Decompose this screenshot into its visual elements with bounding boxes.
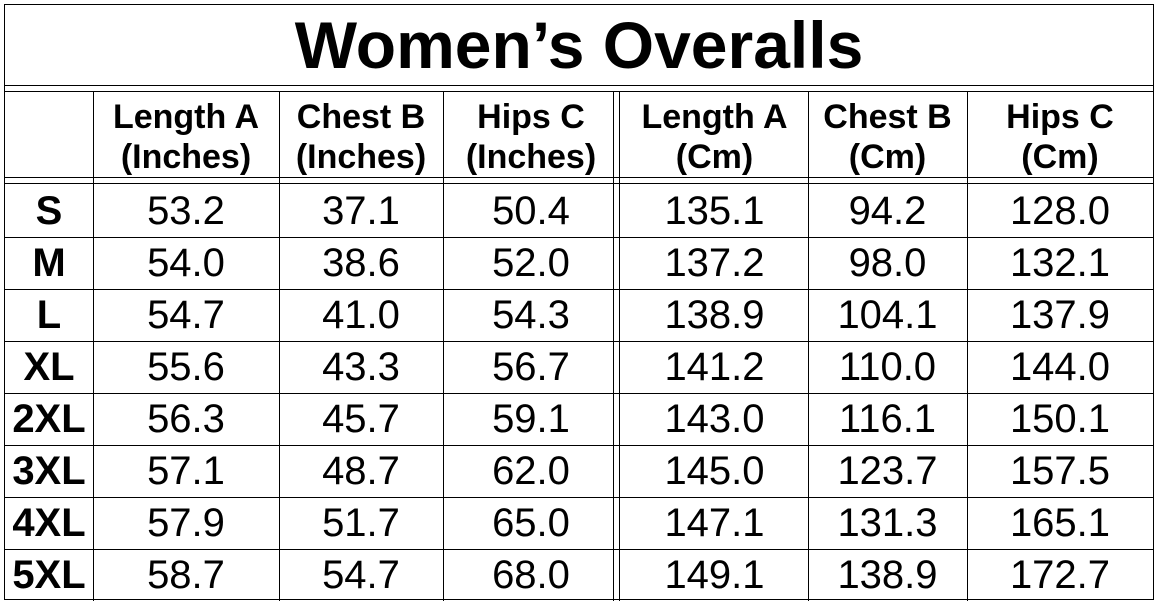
measurement-value: 147.1 <box>664 500 765 545</box>
row-divider <box>5 341 1153 342</box>
title-divider <box>5 85 1153 86</box>
size-label: 2XL <box>12 396 86 441</box>
measurement-value: 137.9 <box>1009 292 1111 337</box>
measurement-value: 141.2 <box>664 344 765 389</box>
header-label: Length A <box>641 98 788 136</box>
measurement-value: 116.1 <box>838 396 937 441</box>
measurement-value: 41.0 <box>322 292 400 337</box>
row-divider <box>5 445 1153 446</box>
header-divider <box>5 177 1153 178</box>
measurement-value: 128.0 <box>1009 188 1111 233</box>
measurement-value: 137.2 <box>664 240 765 285</box>
size-label: L <box>36 292 62 337</box>
header-hips-cm: Hips C (Cm) <box>967 97 1153 177</box>
header-length-in: Length A (Inches) <box>93 97 279 177</box>
header-label: Hips C <box>477 98 585 136</box>
size-label: M <box>32 240 66 285</box>
header-label: Chest B <box>823 98 952 136</box>
measurement-value: 50.4 <box>492 188 570 233</box>
measurement-value: 62.0 <box>492 448 570 493</box>
measurement-value: 54.7 <box>147 292 225 337</box>
header-label: Hips C <box>1006 98 1114 136</box>
measurement-value: 157.5 <box>1009 448 1111 493</box>
measurement-value: 94.2 <box>848 188 927 233</box>
measurement-value: 52.0 <box>492 240 570 285</box>
measurement-value: 56.3 <box>147 396 225 441</box>
header-hips-in: Hips C (Inches) <box>443 97 619 177</box>
header-unit: (Cm) <box>675 138 754 176</box>
measurement-value: 110.0 <box>838 344 937 389</box>
size-label: S <box>35 188 63 233</box>
header-chest-in: Chest B (Inches) <box>279 97 443 177</box>
measurement-value: 48.7 <box>322 448 400 493</box>
measurement-value: 143.0 <box>664 396 765 441</box>
header-unit: (Cm) <box>1021 138 1099 176</box>
row-divider <box>5 237 1153 238</box>
column-divider <box>808 91 809 601</box>
row-divider <box>5 497 1153 498</box>
header-length-cm: Length A (Cm) <box>621 97 808 177</box>
measurement-value: 150.1 <box>1009 396 1111 441</box>
measurement-value: 138.9 <box>664 292 765 337</box>
column-divider <box>619 91 620 601</box>
header-divider <box>5 183 1153 184</box>
measurement-value: 165.1 <box>1009 500 1111 545</box>
column-divider <box>279 91 280 601</box>
column-divider <box>443 91 444 601</box>
measurement-value: 54.0 <box>147 240 225 285</box>
header-unit: (Inches) <box>120 138 252 176</box>
measurement-value: 51.7 <box>322 500 400 545</box>
column-divider <box>613 91 614 601</box>
measurement-value: 59.1 <box>492 396 570 441</box>
measurement-value: 68.0 <box>492 552 570 597</box>
measurement-value: 54.3 <box>492 292 570 337</box>
measurement-value: 135.1 <box>664 188 765 233</box>
size-label: 3XL <box>12 448 86 493</box>
size-chart-table: Women’s Overalls Length A (Inches) Chest B… <box>4 4 1154 601</box>
column-divider <box>93 91 94 601</box>
measurement-value: 144.0 <box>1009 344 1111 389</box>
measurement-value: 145.0 <box>664 448 765 493</box>
measurement-value: 132.1 <box>1009 240 1111 285</box>
measurement-value: 56.7 <box>492 344 570 389</box>
measurement-value: 138.9 <box>837 552 938 597</box>
measurement-value: 58.7 <box>147 552 225 597</box>
measurement-value: 55.6 <box>147 344 225 389</box>
column-divider <box>967 91 968 601</box>
header-size <box>5 97 93 177</box>
measurement-value: 53.2 <box>147 188 225 233</box>
row-divider <box>5 393 1153 394</box>
measurement-value: 38.6 <box>322 240 400 285</box>
size-label: XL <box>23 344 75 389</box>
measurement-value: 43.3 <box>322 344 400 389</box>
header-unit: (Inches) <box>295 138 427 176</box>
measurement-value: 57.9 <box>147 500 225 545</box>
measurement-value: 45.7 <box>322 396 400 441</box>
measurement-value: 37.1 <box>322 188 400 233</box>
header-label: Chest B <box>296 98 426 136</box>
measurement-value: 131.3 <box>837 500 938 545</box>
page-title: Women’s Overalls <box>294 8 864 82</box>
row-divider <box>5 289 1153 290</box>
row-divider <box>5 549 1153 550</box>
header-chest-cm: Chest B (Cm) <box>808 97 967 177</box>
measurement-value: 149.1 <box>664 552 765 597</box>
measurement-value: 104.1 <box>837 292 938 337</box>
measurement-value: 172.7 <box>1009 552 1111 597</box>
measurement-value: 123.7 <box>837 448 938 493</box>
size-label: 5XL <box>12 552 86 597</box>
measurement-value: 54.7 <box>322 552 400 597</box>
header-unit: (Inches) <box>465 138 597 176</box>
measurement-value: 57.1 <box>147 448 225 493</box>
title-divider <box>5 91 1153 92</box>
header-unit: (Cm) <box>848 138 927 176</box>
size-label: 4XL <box>12 500 86 545</box>
measurement-value: 98.0 <box>848 240 927 285</box>
header-label: Length A <box>112 98 260 136</box>
measurement-value: 65.0 <box>492 500 570 545</box>
